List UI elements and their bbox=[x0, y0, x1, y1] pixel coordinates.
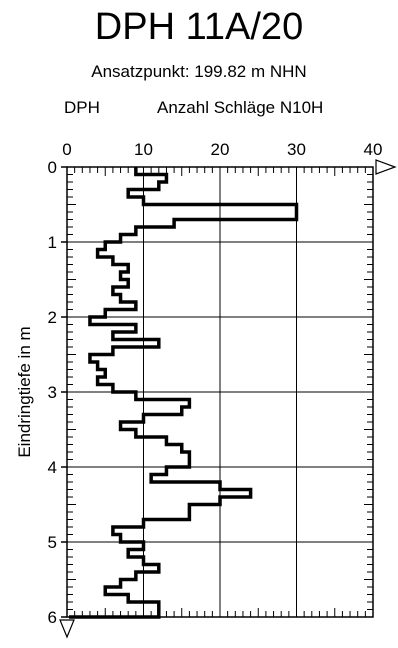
y-tick-label: 6 bbox=[48, 608, 57, 627]
series-line-dph bbox=[69, 167, 299, 619]
count-axis-label: Anzahl Schläge N10H bbox=[157, 98, 324, 117]
y-tick-label: 1 bbox=[48, 233, 57, 252]
y-tick-label: 4 bbox=[48, 458, 57, 477]
chart-subtitle: Ansatzpunkt: 199.82 m NHN bbox=[91, 62, 307, 81]
x-tick-label: 10 bbox=[134, 140, 153, 159]
x-tick-label: 0 bbox=[62, 140, 71, 159]
probe-label: DPH bbox=[64, 98, 100, 117]
y-tick-label: 0 bbox=[48, 158, 57, 177]
x-tick-label: 40 bbox=[364, 140, 383, 159]
axis-ticks bbox=[61, 166, 374, 618]
plot-frame bbox=[66, 166, 374, 618]
x-tick-label: 30 bbox=[287, 140, 306, 159]
triangle-right-icon bbox=[375, 159, 397, 175]
y-tick-label: 5 bbox=[48, 533, 57, 552]
x-tick-label: 20 bbox=[211, 140, 230, 159]
y-axis-label: Eindringtiefe in m bbox=[15, 326, 34, 457]
y-tick-label: 3 bbox=[48, 383, 57, 402]
y-tick-labels: 0 1 2 3 4 5 6 bbox=[48, 158, 57, 627]
chart-title: DPH 11A/20 bbox=[94, 6, 304, 48]
y-tick-label: 2 bbox=[48, 308, 57, 327]
triangle-down-icon bbox=[59, 619, 75, 639]
x-tick-labels: 0 10 20 30 40 bbox=[62, 140, 382, 159]
